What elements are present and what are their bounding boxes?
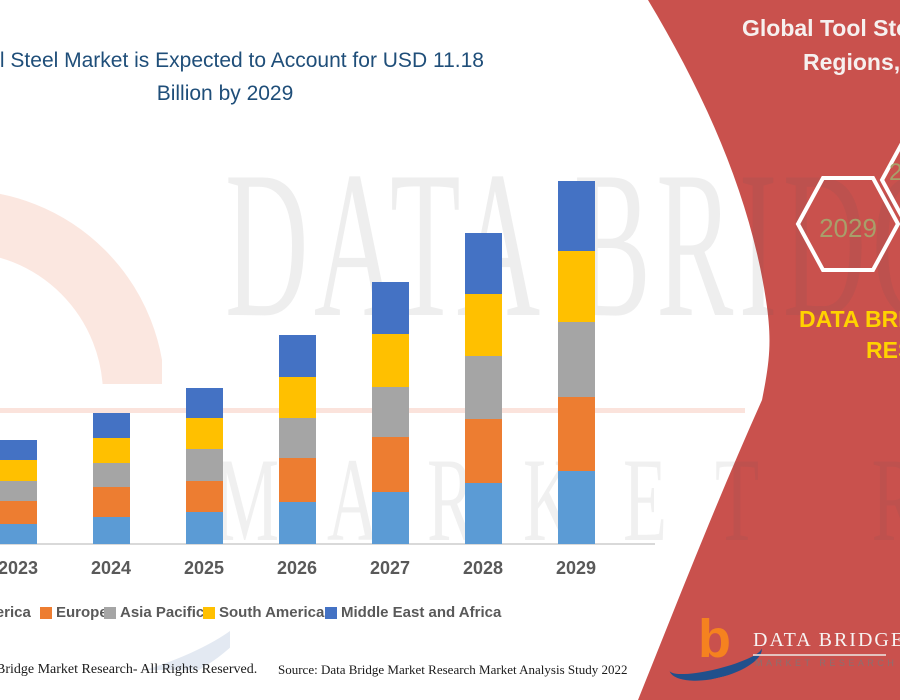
bar-segment — [92, 487, 130, 518]
x-axis-label-2028: 2028 — [462, 558, 504, 578]
bar-segment — [371, 334, 409, 388]
bar-segment — [0, 501, 37, 524]
x-axis-label-2029: 2029 — [555, 558, 597, 578]
x-axis-label-2024: 2024 — [90, 558, 132, 578]
legend-item-south-america: South America — [219, 604, 325, 621]
bar-segment — [464, 293, 502, 356]
ribbon-brand-line2: RES — [866, 337, 900, 363]
logo-b-icon: b — [698, 609, 731, 669]
x-axis-label-2025: 2025 — [183, 558, 225, 578]
bar-segment — [0, 440, 37, 461]
x-axis-line — [0, 543, 655, 545]
bar-segment — [464, 418, 502, 483]
chart-title-line2: Billion by 2029 — [156, 82, 294, 105]
ribbon-brand-line1: DATA BRI — [799, 306, 900, 332]
stacked-bar-2025 — [185, 388, 223, 544]
x-axis-label-2027: 2027 — [369, 558, 411, 578]
bar-segment — [185, 480, 223, 513]
bar-segment — [371, 437, 409, 493]
bar-segment — [278, 376, 316, 419]
bar-segment — [464, 355, 502, 419]
bar-segment — [92, 517, 130, 544]
bar-segment — [557, 250, 595, 323]
bar-segment — [92, 438, 130, 464]
bar-segment — [278, 502, 316, 544]
logo-subtitle: MARKET RESEARCH — [755, 658, 898, 668]
watermark-ring-clip — [0, 188, 162, 384]
stacked-bar-2028 — [464, 232, 502, 544]
bar-segment — [92, 413, 130, 439]
bar-segment — [92, 463, 130, 488]
stacked-bar-2026 — [278, 335, 316, 544]
bar-segment — [557, 470, 595, 544]
legend-swatch — [203, 607, 215, 619]
stacked-bar-2027 — [371, 282, 409, 544]
x-axis-label-2026: 2026 — [276, 558, 318, 578]
legend-item-middle-east-and-africa: Middle East and Africa — [341, 604, 502, 621]
bar-segment — [278, 457, 316, 503]
stacked-bar-2023 — [0, 440, 37, 544]
chart-title: Tool Steel Market is Expected to Account… — [0, 44, 510, 110]
ribbon-heading-line2: Regions, — [803, 49, 900, 75]
logo-underline — [753, 654, 886, 656]
chart-title-line1: Tool Steel Market is Expected to Account… — [0, 49, 484, 72]
bar-segment — [0, 481, 37, 502]
ribbon-heading-line1: Global Tool Ste — [742, 15, 900, 41]
bar-segment — [557, 397, 595, 471]
bar-segment — [557, 322, 595, 398]
bar-segment — [0, 523, 37, 544]
bar-segment — [464, 232, 502, 294]
bar-segment — [371, 492, 409, 544]
bar-segment — [371, 282, 409, 335]
legend-swatch — [104, 607, 116, 619]
copyright-text: Bridge Market Research- All Rights Reser… — [0, 662, 258, 677]
x-axis-label-2023: 2023 — [0, 558, 39, 578]
bar-segment — [185, 388, 223, 418]
pink-arc-watermark — [0, 190, 162, 384]
bar-segment — [464, 482, 502, 544]
bar-segment — [185, 448, 223, 481]
legend-item-asia-pacific: Asia Pacific — [120, 604, 205, 621]
bar-segment — [278, 418, 316, 458]
legend-swatch — [40, 607, 52, 619]
bar-segment — [278, 335, 316, 377]
bar-segment — [0, 460, 37, 482]
bar-segment — [185, 417, 223, 449]
bar-segment — [185, 512, 223, 544]
stacked-bar-2029 — [557, 180, 595, 544]
bar-segment — [557, 180, 595, 251]
legend-item-europe: Europe — [56, 604, 108, 621]
source-text: Source: Data Bridge Market Research Mark… — [278, 662, 628, 677]
bar-segment — [371, 387, 409, 438]
logo-title: DATA BRIDGE — [753, 629, 900, 651]
stacked-bar-2024 — [92, 413, 130, 544]
legend-swatch — [325, 607, 337, 619]
legend-item-north-america: North America — [0, 604, 31, 621]
